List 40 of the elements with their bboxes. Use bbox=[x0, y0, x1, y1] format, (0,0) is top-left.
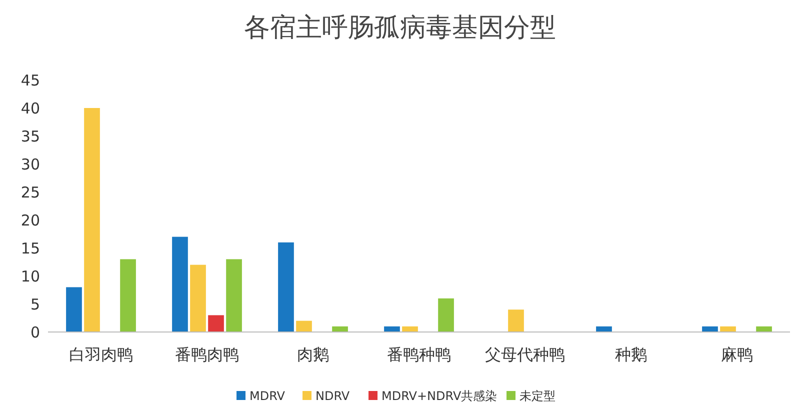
y-tick-label: 25 bbox=[20, 183, 40, 202]
bar bbox=[756, 326, 772, 332]
y-tick-label: 0 bbox=[30, 323, 40, 342]
y-tick-label: 45 bbox=[20, 71, 40, 90]
bar bbox=[120, 259, 136, 332]
legend-label: MDRV bbox=[250, 389, 286, 403]
y-tick-label: 15 bbox=[20, 239, 40, 258]
bar bbox=[172, 236, 188, 332]
bar bbox=[508, 310, 524, 332]
legend-label: 未定型 bbox=[520, 389, 556, 403]
x-tick-label: 白羽肉鸭 bbox=[69, 345, 133, 364]
y-tick-label: 5 bbox=[30, 295, 40, 314]
y-tick-label: 40 bbox=[20, 99, 40, 118]
y-tick-label: 30 bbox=[20, 155, 40, 174]
x-tick-label: 肉鹅 bbox=[297, 345, 329, 364]
y-tick-label: 20 bbox=[20, 211, 40, 230]
bar bbox=[438, 298, 454, 332]
y-tick-label: 35 bbox=[20, 127, 40, 146]
bar bbox=[226, 259, 242, 332]
legend-label: NDRV bbox=[316, 389, 350, 403]
y-tick-label: 10 bbox=[20, 267, 40, 286]
bar bbox=[402, 326, 418, 332]
bar bbox=[208, 315, 224, 332]
bar bbox=[66, 287, 82, 332]
x-tick-label: 父母代种鸭 bbox=[485, 345, 565, 364]
x-tick-label: 种鹅 bbox=[615, 345, 647, 364]
bar bbox=[278, 242, 294, 332]
bar bbox=[720, 326, 736, 332]
x-tick-label: 番鸭肉鸭 bbox=[175, 345, 239, 364]
chart-title: 各宿主呼肠孤病毒基因分型 bbox=[244, 13, 556, 43]
bar bbox=[332, 326, 348, 332]
bar bbox=[596, 326, 612, 332]
bar bbox=[384, 326, 400, 332]
x-tick-label: 番鸭种鸭 bbox=[387, 345, 451, 364]
bar bbox=[84, 108, 100, 332]
bar bbox=[296, 320, 312, 332]
x-tick-label: 麻鸭 bbox=[721, 345, 753, 364]
bar bbox=[702, 326, 718, 332]
bar bbox=[190, 264, 206, 332]
legend-label: MDRV+NDRV共感染 bbox=[382, 389, 498, 403]
